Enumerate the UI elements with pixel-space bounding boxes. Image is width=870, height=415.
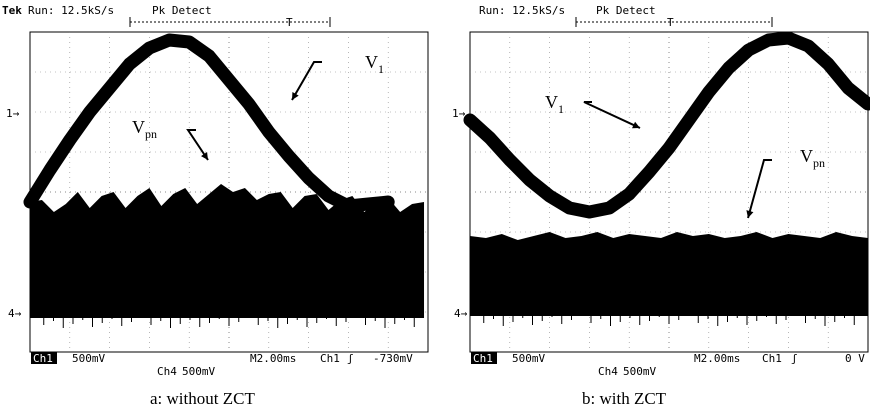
footer-timebase-a: M2.00ms [250, 352, 296, 365]
footer-ch4-scale-b: 500mV [623, 365, 656, 378]
footer-trigger-src-b: Ch1 [762, 352, 782, 365]
trace-vpn-band [470, 232, 868, 316]
header-run-b: Run: 12.5kS/s [479, 4, 565, 17]
footer-ch4-b: Ch4 [598, 365, 618, 378]
arrowhead-vpn [201, 152, 208, 160]
footer-ch1-scale-a: 500mV [72, 352, 105, 365]
ch1-marker-b: 1→ [452, 107, 466, 120]
footer-ch1-scale-b: 500mV [512, 352, 545, 365]
arrowhead-v1 [292, 92, 299, 100]
trace-vpn-band [30, 184, 425, 318]
footer-ch4-scale-a: 500mV [182, 365, 215, 378]
ch1-marker-a: 1→ [6, 107, 20, 120]
arrowhead-vpn [746, 210, 754, 218]
header-mode-b: Pk Detect [596, 4, 656, 17]
caption-a: a: without ZCT [150, 389, 255, 408]
footer-trigger-level-a: -730mV [373, 352, 413, 365]
arrow-v1 [291, 61, 322, 101]
footer-ch1-a: Ch1 [33, 352, 53, 365]
arrow-vpn [747, 159, 772, 219]
traces-b [463, 31, 870, 326]
header-run-a: Run: 12.5kS/s [28, 4, 114, 17]
ch1-badge-b [471, 352, 497, 364]
ch4-marker-a: 4→ [8, 307, 22, 320]
trace-v1 [463, 31, 870, 219]
svg-text:T: T [286, 16, 293, 29]
caption-b: b: with ZCT [582, 389, 667, 408]
traces-a [23, 33, 425, 328]
header-brand-a: Tek [2, 4, 22, 17]
footer-trigger-level-b: 0 V [845, 352, 865, 365]
footer-trigger-src-a: Ch1 [320, 352, 340, 365]
arrow-vpn [186, 129, 209, 161]
ch4-marker-b: 4→ [454, 307, 468, 320]
footer-trigger-slope-a: ʃ [347, 352, 354, 365]
arrowhead-v1 [632, 121, 640, 129]
footer-timebase-b: M2.00ms [694, 352, 740, 365]
svg-text:T: T [667, 16, 674, 29]
trigger-bar-a: T [129, 16, 331, 29]
arrow-v1 [583, 101, 641, 129]
footer-trigger-slope-b: ʃ [791, 352, 798, 365]
trace-v1 [23, 33, 395, 213]
footer-ch1-b: Ch1 [473, 352, 493, 365]
trigger-bar-b: T [575, 16, 773, 29]
header-mode-a: Pk Detect [152, 4, 212, 17]
ch1-badge-a [31, 352, 57, 364]
footer-ch4-a: Ch4 [157, 365, 177, 378]
